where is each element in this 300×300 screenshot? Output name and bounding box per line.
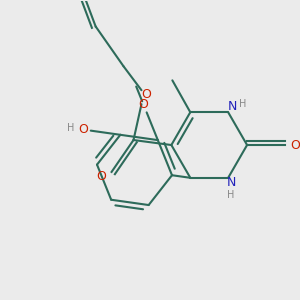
Text: O: O	[139, 98, 148, 112]
Text: H: H	[227, 190, 235, 200]
Text: O: O	[290, 139, 300, 152]
Text: O: O	[78, 123, 88, 136]
Text: H: H	[239, 99, 247, 109]
Text: H: H	[67, 123, 75, 133]
Text: O: O	[142, 88, 152, 101]
Text: O: O	[97, 170, 106, 183]
Text: N: N	[227, 100, 237, 113]
Text: N: N	[226, 176, 236, 189]
